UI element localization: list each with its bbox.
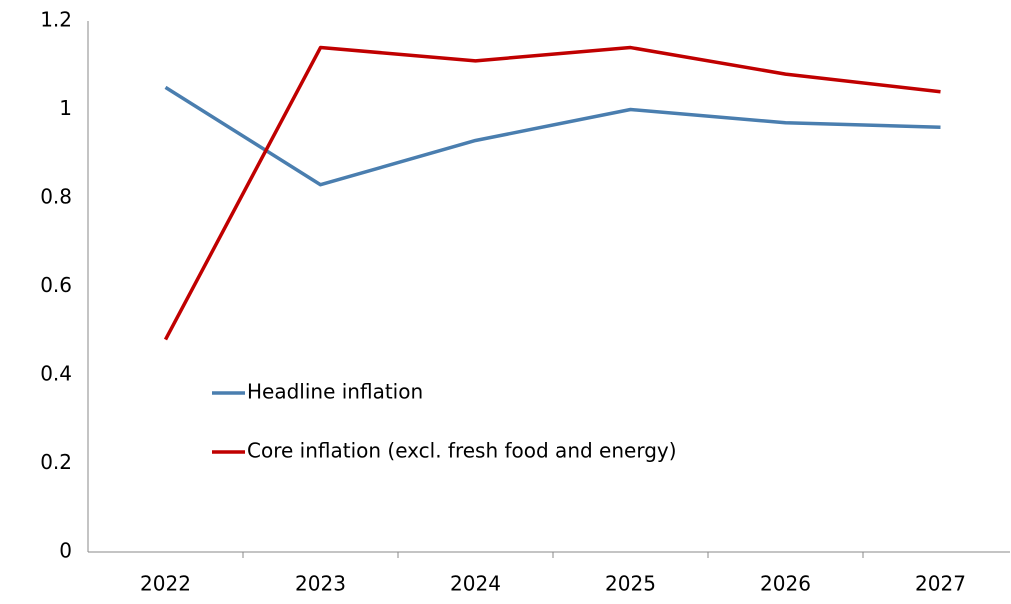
x-tick-label: 2025	[605, 572, 656, 596]
y-tick-label: 0	[59, 539, 72, 563]
x-tick-label: 2027	[915, 572, 966, 596]
x-tick-label: 2024	[450, 572, 501, 596]
y-tick-label: 0.6	[40, 273, 72, 297]
y-tick-label: 0.4	[40, 362, 72, 386]
x-tick-label: 2023	[295, 572, 346, 596]
data-line	[164, 85, 941, 187]
x-tick-label: 2026	[760, 572, 811, 596]
y-tick-label: 0.2	[40, 450, 72, 474]
y-tick-label: 0.8	[40, 185, 72, 209]
y-tick-label: 1	[59, 96, 72, 120]
y-tick-label: 1.2	[40, 8, 72, 32]
legend-label: Core inflation (excl. fresh food and ene…	[247, 439, 677, 463]
data-line	[163, 45, 941, 341]
legend-label: Headline inflation	[247, 380, 423, 404]
x-tick-label: 2022	[140, 572, 191, 596]
